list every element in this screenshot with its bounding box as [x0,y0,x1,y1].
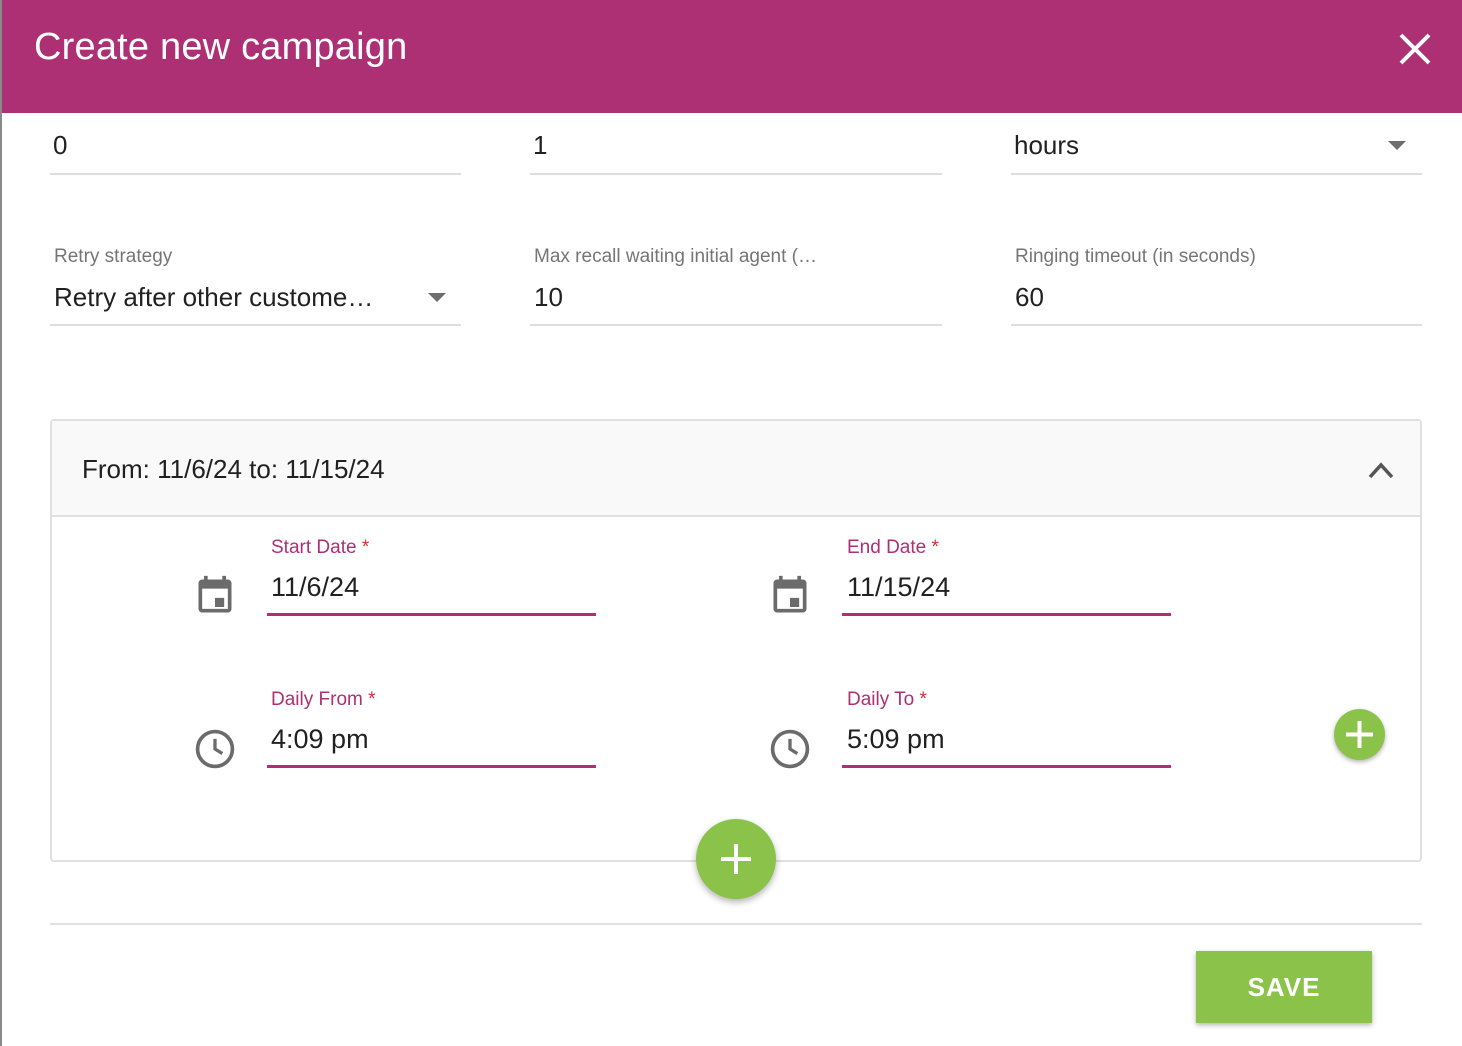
field-value: hours [1014,130,1080,160]
field-value: 10 [534,282,563,312]
max-recall-input[interactable]: Max recall waiting initial agent (… 10 [530,246,942,328]
schedule-panel-header[interactable]: From: 11/6/24 to: 11/15/24 [52,421,1420,517]
row1-field-3-select[interactable]: hours [1011,125,1422,177]
add-time-range-button[interactable] [1334,709,1385,760]
start-date-label: Start Date * [271,537,370,558]
daily-to-input[interactable]: 5:09 pm [847,724,945,754]
field-label: Max recall waiting initial agent (… [534,246,818,267]
ringing-timeout-input[interactable]: Ringing timeout (in seconds) 60 [1011,246,1422,328]
field-value: 0 [53,130,68,160]
clock-icon[interactable] [193,727,237,771]
daily-to-underline [842,765,1171,768]
plus-icon [721,844,751,874]
field-underline [530,173,942,175]
field-underline [530,324,942,326]
dropdown-arrow-icon [428,293,446,302]
close-icon [1399,33,1431,65]
row1-field-2[interactable]: 1 [530,125,942,177]
end-date-input[interactable]: 11/15/24 [847,572,951,602]
daily-from-label: Daily From * [271,689,376,710]
add-schedule-button[interactable] [696,819,776,899]
field-underline [1011,324,1422,326]
dialog-header: Create new campaign [2,0,1462,113]
field-underline [50,324,461,326]
start-date-underline [267,613,596,616]
dropdown-arrow-icon [1388,141,1406,150]
field-underline [1011,173,1422,175]
plus-icon [1346,721,1373,748]
retry-strategy-select[interactable]: Retry strategy Retry after other custome… [50,246,461,328]
dialog-title: Create new campaign [34,26,408,68]
save-button[interactable]: SAVE [1196,951,1372,1023]
footer-divider [50,923,1422,925]
calendar-icon[interactable] [193,574,237,618]
chevron-up-icon[interactable] [1366,457,1396,481]
field-underline [50,173,461,175]
close-button[interactable] [1396,30,1434,68]
field-value: 60 [1015,282,1044,312]
field-value: 1 [533,130,548,160]
start-date-input[interactable]: 11/6/24 [271,572,360,602]
backdrop-edge [0,0,2,1046]
clock-icon[interactable] [768,727,812,771]
field-value: Retry after other custome… [54,282,374,312]
daily-from-underline [267,765,596,768]
end-date-underline [842,613,1171,616]
daily-to-label: Daily To * [847,689,927,710]
field-label: Ringing timeout (in seconds) [1015,246,1256,267]
daily-from-input[interactable]: 4:09 pm [271,724,369,754]
schedule-panel: From: 11/6/24 to: 11/15/24 [50,419,1422,862]
calendar-icon[interactable] [768,574,812,618]
field-label: Retry strategy [54,246,173,267]
row1-field-1[interactable]: 0 [50,125,461,177]
schedule-summary: From: 11/6/24 to: 11/15/24 [82,454,385,484]
end-date-label: End Date * [847,537,939,558]
